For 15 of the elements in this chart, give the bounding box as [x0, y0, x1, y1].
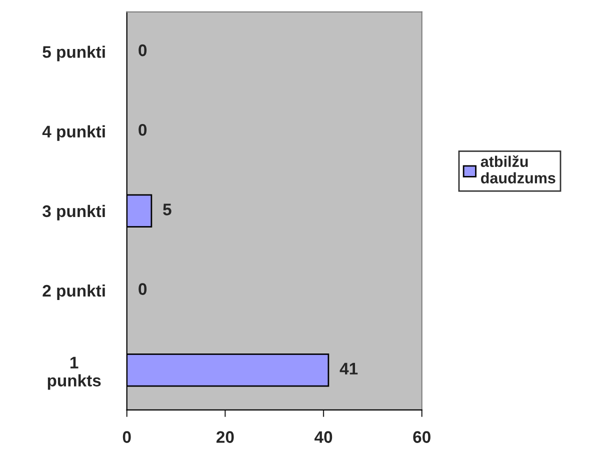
data-label: 0	[138, 283, 147, 295]
data-label: 0	[138, 124, 147, 136]
data-label: 0	[138, 44, 147, 56]
x-tick-label: 40	[314, 431, 332, 443]
data-label: 5	[163, 204, 172, 216]
x-tick-label: 0	[122, 431, 131, 443]
x-tick-label: 20	[216, 431, 234, 443]
y-tick-label: 3 punkti	[42, 204, 105, 220]
x-tick-label: 60	[413, 431, 430, 443]
y-tick-label: 5 punkti	[42, 46, 105, 62]
y-tick-label: 1 punkts	[48, 356, 101, 390]
data-label: 41	[340, 362, 358, 374]
y-tick-label: 4 punkti	[42, 125, 105, 141]
legend-label: atbilžu daudzums	[480, 155, 556, 184]
y-tick-label: 2 punkti	[42, 284, 105, 300]
